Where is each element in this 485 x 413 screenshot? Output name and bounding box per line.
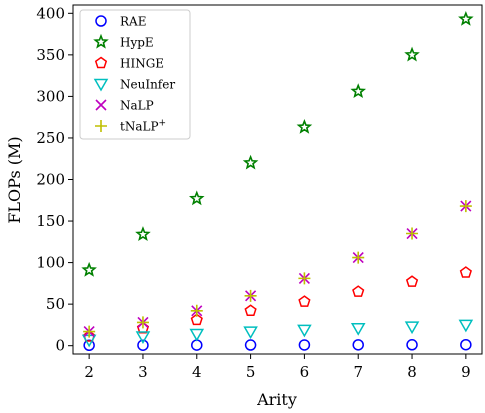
x-axis: 2 3 4 5 6 7 8 9 — [84, 354, 471, 381]
data-point — [243, 326, 258, 340]
data-point — [459, 200, 472, 213]
y-tick-label: 0 — [55, 337, 65, 355]
data-point — [298, 339, 311, 351]
data-point — [296, 118, 313, 134]
data-point — [404, 321, 420, 335]
legend-label: HINGE — [120, 57, 164, 71]
series-hype — [81, 10, 474, 277]
y-tick-label: 150 — [36, 212, 65, 230]
data-point — [244, 289, 257, 302]
data-point — [352, 339, 364, 351]
legend-label: NeuInfer — [120, 78, 175, 92]
y-tick-label: 100 — [36, 254, 65, 272]
legend-box — [79, 9, 191, 140]
y-tick-label: 50 — [46, 295, 65, 313]
data-point — [242, 154, 259, 170]
data-point — [350, 322, 366, 336]
x-axis-label: Arity — [256, 390, 297, 409]
x-tick-label: 6 — [300, 363, 310, 381]
data-point — [350, 83, 367, 99]
legend-marker — [95, 15, 107, 27]
x-tick-label: 5 — [246, 363, 256, 381]
y-tick-label: 250 — [36, 129, 65, 147]
legend-label: RAE — [120, 15, 146, 29]
data-point — [83, 330, 96, 342]
series-tnalp — [83, 200, 472, 338]
data-point — [406, 227, 419, 240]
y-tick-label: 400 — [36, 4, 65, 22]
data-point — [81, 261, 97, 277]
data-point — [190, 304, 203, 317]
x-tick-label: 8 — [407, 363, 417, 381]
y-tick-label: 200 — [36, 171, 65, 189]
y-axis: 0 50 100 150 200 250 300 350 400 — [36, 4, 73, 355]
legend-marker — [94, 56, 108, 69]
data-point — [244, 339, 257, 351]
legend-marker — [93, 78, 109, 92]
x-tick-label: 7 — [353, 363, 363, 381]
x-tick-label: 4 — [192, 363, 202, 381]
data-point — [190, 313, 203, 326]
legend-label: tNaLP+ — [120, 119, 166, 134]
legend: RAE HypE HINGE NeuInfer NaLP tNaLP+ — [79, 9, 191, 140]
data-point — [136, 316, 149, 329]
x-tick-label: 3 — [138, 363, 148, 381]
data-point — [404, 46, 420, 62]
legend-marker — [93, 33, 109, 49]
legend-marker — [95, 99, 107, 111]
data-point — [298, 295, 311, 307]
y-axis-label: FLOPs (M) — [5, 136, 24, 223]
data-point — [83, 325, 96, 338]
data-point — [352, 251, 365, 264]
data-point — [135, 331, 151, 345]
data-point — [459, 266, 472, 278]
data-point — [188, 190, 205, 206]
y-tick-label: 300 — [36, 87, 65, 105]
legend-label: NaLP — [120, 99, 154, 113]
data-point — [135, 226, 151, 241]
data-point — [297, 324, 312, 338]
x-tick-label: 9 — [461, 363, 471, 381]
data-point — [189, 328, 205, 342]
data-point — [352, 285, 365, 297]
data-point — [298, 272, 311, 285]
legend-marker — [95, 120, 107, 132]
legend-label: HypE — [120, 36, 154, 50]
y-tick-label: 350 — [36, 46, 65, 64]
series-nalp — [83, 200, 472, 338]
data-point — [460, 338, 472, 351]
data-marks — [81, 10, 474, 352]
data-point — [137, 339, 149, 351]
data-point — [244, 304, 257, 316]
data-point — [191, 339, 203, 351]
data-point — [406, 339, 418, 351]
data-point — [458, 10, 474, 26]
data-point — [405, 275, 419, 287]
x-tick-label: 2 — [84, 363, 94, 381]
data-point — [458, 319, 474, 333]
